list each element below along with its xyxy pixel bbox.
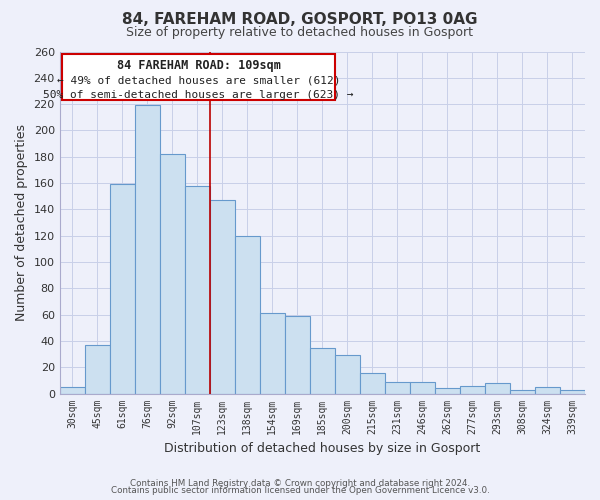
Text: Contains public sector information licensed under the Open Government Licence v3: Contains public sector information licen… xyxy=(110,486,490,495)
Bar xyxy=(185,186,210,394)
Bar xyxy=(510,390,535,394)
Y-axis label: Number of detached properties: Number of detached properties xyxy=(15,124,28,321)
Text: 50% of semi-detached houses are larger (623) →: 50% of semi-detached houses are larger (… xyxy=(43,90,354,100)
Bar xyxy=(410,382,435,394)
Text: Size of property relative to detached houses in Gosport: Size of property relative to detached ho… xyxy=(127,26,473,39)
Bar xyxy=(285,316,310,394)
Bar xyxy=(85,345,110,394)
Bar xyxy=(360,372,385,394)
Bar xyxy=(235,236,260,394)
Bar xyxy=(385,382,410,394)
Bar xyxy=(335,356,360,394)
Text: ← 49% of detached houses are smaller (612): ← 49% of detached houses are smaller (61… xyxy=(57,75,340,85)
Bar xyxy=(135,106,160,394)
Bar xyxy=(310,348,335,394)
X-axis label: Distribution of detached houses by size in Gosport: Distribution of detached houses by size … xyxy=(164,442,481,455)
Bar xyxy=(460,386,485,394)
FancyBboxPatch shape xyxy=(62,54,335,100)
Bar xyxy=(110,184,135,394)
Text: Contains HM Land Registry data © Crown copyright and database right 2024.: Contains HM Land Registry data © Crown c… xyxy=(130,478,470,488)
Bar xyxy=(535,387,560,394)
Bar xyxy=(485,383,510,394)
Text: 84 FAREHAM ROAD: 109sqm: 84 FAREHAM ROAD: 109sqm xyxy=(116,60,280,72)
Bar xyxy=(59,387,85,394)
Bar xyxy=(560,390,585,394)
Bar xyxy=(160,154,185,394)
Bar xyxy=(260,314,285,394)
Text: 84, FAREHAM ROAD, GOSPORT, PO13 0AG: 84, FAREHAM ROAD, GOSPORT, PO13 0AG xyxy=(122,12,478,28)
Bar xyxy=(435,388,460,394)
Bar xyxy=(210,200,235,394)
